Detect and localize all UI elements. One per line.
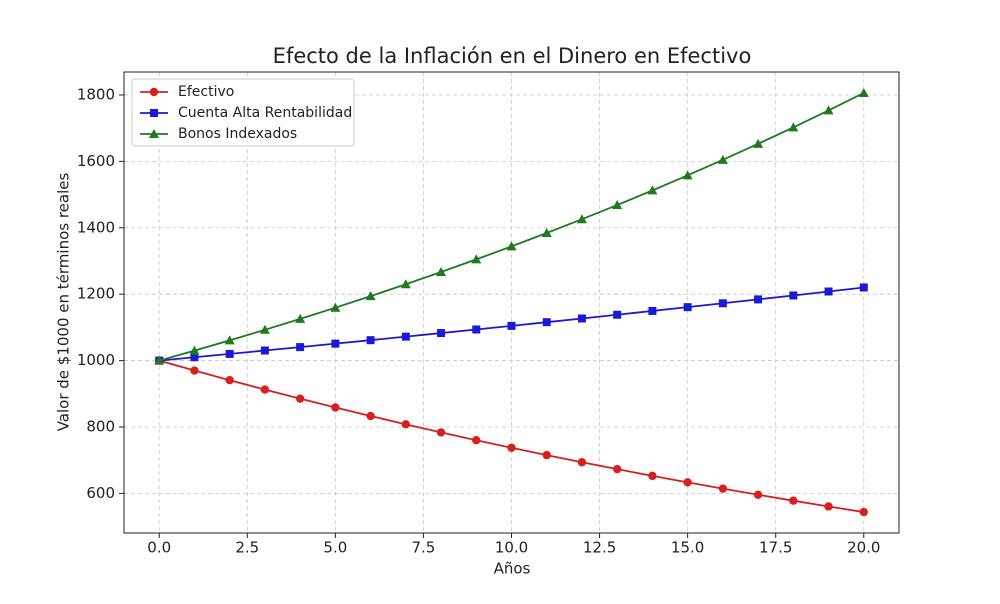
y-tick-label: 800 bbox=[86, 417, 115, 435]
marker bbox=[858, 87, 869, 97]
marker bbox=[823, 105, 834, 115]
marker bbox=[542, 450, 551, 460]
marker bbox=[647, 185, 658, 195]
y-tick-label: 600 bbox=[86, 484, 115, 502]
y-tick-label: 1800 bbox=[77, 85, 115, 103]
marker bbox=[682, 170, 693, 180]
marker bbox=[401, 420, 411, 429]
x-tick-label: 0.0 bbox=[147, 539, 171, 557]
marker bbox=[789, 291, 798, 300]
legend-label: Bonos Indexados bbox=[178, 126, 297, 142]
x-tick-label: 7.5 bbox=[412, 539, 436, 557]
marker bbox=[824, 287, 833, 296]
marker bbox=[437, 329, 446, 338]
marker bbox=[648, 471, 657, 481]
legend-label: Cuenta Alta Rentabilidad bbox=[178, 105, 352, 121]
marker bbox=[471, 254, 482, 264]
marker bbox=[753, 490, 763, 499]
marker bbox=[401, 332, 410, 341]
x-tick-label: 20.0 bbox=[847, 539, 880, 557]
marker bbox=[577, 314, 586, 323]
marker bbox=[472, 325, 481, 334]
marker bbox=[612, 200, 623, 210]
marker bbox=[149, 87, 159, 97]
marker bbox=[225, 376, 234, 385]
marker bbox=[472, 436, 481, 445]
x-axis-label: Años bbox=[494, 560, 531, 578]
marker bbox=[295, 313, 306, 323]
marker bbox=[718, 299, 727, 308]
marker bbox=[613, 310, 622, 319]
marker bbox=[436, 428, 446, 437]
legend: Efectivo Cuenta Alta Rentabilidad Bonos In… bbox=[131, 78, 355, 147]
legend-label: Efectivo bbox=[178, 84, 234, 100]
marker bbox=[718, 484, 728, 493]
x-tick-label: 2.5 bbox=[235, 539, 259, 557]
marker bbox=[154, 355, 165, 365]
marker bbox=[683, 478, 692, 487]
marker bbox=[330, 302, 341, 312]
marker bbox=[576, 214, 587, 224]
marker bbox=[648, 306, 657, 315]
y-tick-label: 1200 bbox=[77, 285, 115, 303]
marker bbox=[224, 335, 235, 345]
chart-title: Efecto de la Inflación en el Dinero en E… bbox=[273, 44, 752, 68]
marker bbox=[507, 443, 516, 452]
marker bbox=[189, 345, 200, 355]
x-tick-label: 10.0 bbox=[495, 539, 528, 557]
marker bbox=[754, 295, 763, 304]
marker bbox=[366, 411, 375, 421]
marker bbox=[260, 346, 269, 355]
y-tick-label: 1400 bbox=[77, 218, 115, 236]
x-tick-label: 5.0 bbox=[323, 539, 347, 557]
marker bbox=[859, 283, 868, 292]
marker bbox=[824, 502, 833, 511]
marker bbox=[859, 507, 868, 517]
marker bbox=[542, 318, 551, 327]
x-tick-label: 17.5 bbox=[759, 539, 792, 557]
marker bbox=[577, 458, 587, 467]
x-tick-label: 12.5 bbox=[583, 539, 616, 557]
marker bbox=[259, 324, 270, 334]
marker bbox=[683, 303, 692, 312]
legend-box bbox=[131, 78, 355, 147]
marker bbox=[507, 321, 516, 330]
marker bbox=[331, 339, 340, 348]
y-axis-label: Valor de $1000 en términos reales bbox=[55, 173, 73, 432]
y-tick-label: 1600 bbox=[77, 152, 115, 170]
plot-frame bbox=[123, 71, 900, 534]
marker bbox=[149, 129, 159, 138]
marker bbox=[331, 403, 340, 412]
marker bbox=[296, 343, 305, 352]
marker bbox=[400, 279, 411, 289]
x-tick-label: 15.0 bbox=[671, 539, 704, 557]
marker bbox=[365, 291, 376, 301]
marker bbox=[190, 353, 199, 362]
marker bbox=[190, 366, 199, 375]
marker bbox=[753, 138, 764, 148]
marker bbox=[541, 228, 552, 238]
marker bbox=[612, 464, 622, 474]
marker bbox=[260, 385, 270, 394]
marker bbox=[295, 394, 305, 403]
marker bbox=[506, 241, 517, 251]
y-tick-label: 1000 bbox=[77, 351, 115, 369]
marker bbox=[789, 496, 798, 505]
marker bbox=[225, 349, 234, 358]
marker bbox=[366, 336, 375, 345]
marker bbox=[150, 109, 158, 117]
marker bbox=[717, 154, 728, 164]
marker bbox=[788, 122, 799, 132]
marker bbox=[436, 267, 447, 277]
